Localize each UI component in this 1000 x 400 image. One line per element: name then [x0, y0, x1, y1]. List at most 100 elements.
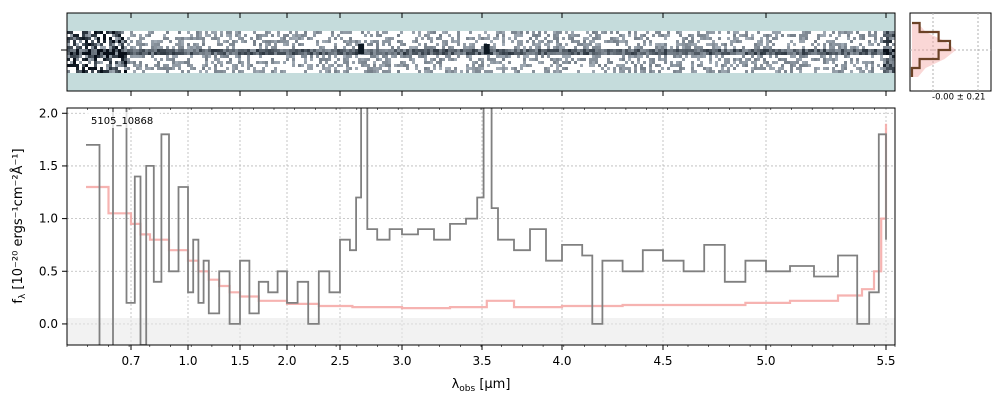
heat-cell — [577, 70, 580, 73]
heat-cell — [70, 55, 73, 58]
heat-cell — [853, 37, 856, 40]
heat-cell — [196, 52, 199, 55]
heat-cell — [115, 67, 118, 70]
heat-cell — [892, 70, 895, 73]
heat-cell — [457, 43, 460, 46]
heat-cell — [673, 55, 676, 58]
heat-cell — [625, 67, 628, 70]
heat-cell — [430, 70, 433, 73]
heat-cell — [67, 55, 70, 58]
heat-cell — [859, 67, 862, 70]
heat-cell — [139, 37, 142, 40]
heat-cell — [838, 52, 841, 55]
heat-cell — [586, 31, 589, 34]
spectrum-2d-ticks — [61, 13, 887, 96]
heat-cell — [292, 52, 295, 55]
heat-cell — [835, 58, 838, 61]
heat-cell — [430, 52, 433, 55]
heat-cell — [421, 37, 424, 40]
heat-cell — [190, 37, 193, 40]
heat-cell — [490, 52, 493, 55]
heat-cell — [427, 67, 430, 70]
heat-cell — [106, 58, 109, 61]
heat-cell — [139, 34, 142, 37]
heat-cell — [388, 40, 391, 43]
heat-cell — [496, 52, 499, 55]
heat-cell — [562, 46, 565, 49]
heat-cell — [550, 52, 553, 55]
heat-cell — [298, 34, 301, 37]
heat-cell — [97, 31, 100, 34]
heat-cell — [664, 52, 667, 55]
heat-cell — [493, 52, 496, 55]
heat-cell — [865, 49, 868, 52]
heat-cell — [889, 49, 892, 52]
heat-cell — [130, 55, 133, 58]
heat-cell — [691, 40, 694, 43]
heat-cell — [535, 46, 538, 49]
heat-cell — [595, 31, 598, 34]
heat-cell — [148, 67, 151, 70]
heat-cell — [871, 52, 874, 55]
heat-cell — [697, 58, 700, 61]
heat-cell — [229, 52, 232, 55]
heat-cell — [100, 61, 103, 64]
heat-cell — [229, 49, 232, 52]
heat-cell — [325, 61, 328, 64]
heat-cell — [85, 58, 88, 61]
heat-cell — [646, 37, 649, 40]
heat-cell — [469, 31, 472, 34]
heat-cell — [676, 40, 679, 43]
heat-cell — [226, 34, 229, 37]
heat-cell — [199, 70, 202, 73]
heat-cell — [439, 64, 442, 67]
heat-cell — [778, 31, 781, 34]
heat-cell — [283, 37, 286, 40]
heat-cell — [733, 49, 736, 52]
heat-cell — [694, 46, 697, 49]
heat-cell — [805, 49, 808, 52]
heat-cell — [70, 31, 73, 34]
heat-cell — [652, 70, 655, 73]
heat-cell — [511, 40, 514, 43]
heat-cell — [610, 52, 613, 55]
heat-cell — [124, 55, 127, 58]
spectrum-2d-image — [67, 31, 895, 73]
heat-cell — [487, 58, 490, 61]
heat-cell — [679, 55, 682, 58]
heat-cell — [88, 31, 91, 34]
heat-cell — [766, 49, 769, 52]
heat-cell — [88, 34, 91, 37]
heat-cell — [847, 49, 850, 52]
heat-cell — [178, 40, 181, 43]
heat-cell — [760, 67, 763, 70]
spectrum-1d-ticks: 0.7 1.0 1.5 2.0 2.5 3.0 3.5 4.0 4.5 5.0 5.50.00.51… — [39, 106, 896, 368]
heat-cell — [583, 58, 586, 61]
heat-cell — [241, 61, 244, 64]
heat-cell — [529, 58, 532, 61]
heat-cell — [691, 55, 694, 58]
heat-cell — [145, 52, 148, 55]
heat-cell — [829, 46, 832, 49]
heat-cell — [781, 49, 784, 52]
heat-cell — [433, 49, 436, 52]
heat-cell — [493, 61, 496, 64]
heat-cell — [754, 58, 757, 61]
heat-cell — [676, 70, 679, 73]
heat-cell — [670, 49, 673, 52]
heat-cell — [757, 43, 760, 46]
heat-cell — [256, 52, 259, 55]
heat-cell — [841, 49, 844, 52]
heat-cell — [352, 46, 355, 49]
heat-cell — [322, 64, 325, 67]
heat-cell — [208, 46, 211, 49]
heat-cell — [217, 70, 220, 73]
heat-cell — [583, 40, 586, 43]
heat-cell — [82, 70, 85, 73]
heat-cell — [889, 40, 892, 43]
heat-cell — [832, 49, 835, 52]
heat-cell — [202, 40, 205, 43]
heat-cell — [157, 43, 160, 46]
heat-cell — [112, 70, 115, 73]
heat-cell — [388, 58, 391, 61]
